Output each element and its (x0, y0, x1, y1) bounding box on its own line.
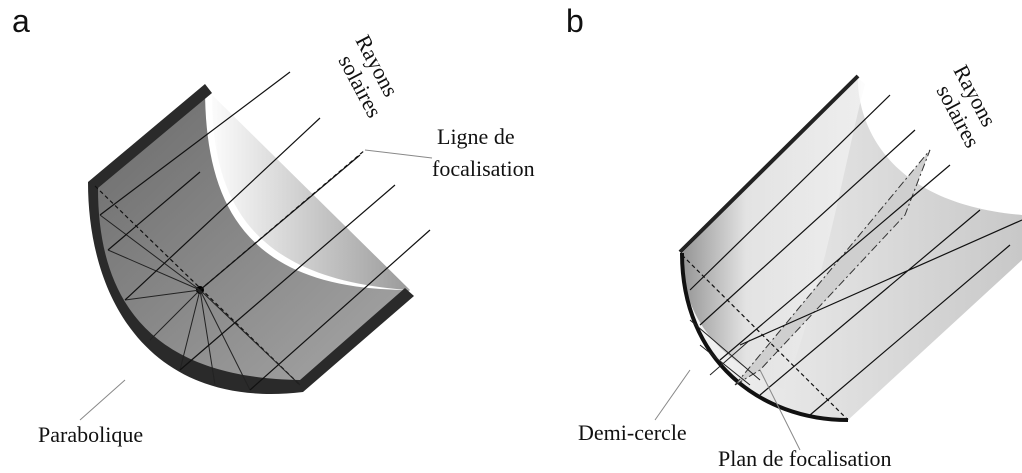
leader-focal (365, 150, 432, 158)
leader-parabolique (80, 380, 125, 420)
panel-label: b (566, 3, 584, 39)
leader-demi-cercle (655, 370, 690, 420)
parabolic-trough (80, 72, 432, 420)
annotation: focalisation (432, 156, 535, 181)
annotation: Demi-cercle (578, 420, 687, 445)
annotation: Plan de focalisation (718, 446, 892, 471)
annotation: Ligne de (437, 124, 515, 149)
panel-label: a (12, 3, 30, 39)
annotation: Parabolique (38, 422, 143, 447)
figure: a b Rayons solaires Ligne de focalisatio… (0, 0, 1022, 473)
